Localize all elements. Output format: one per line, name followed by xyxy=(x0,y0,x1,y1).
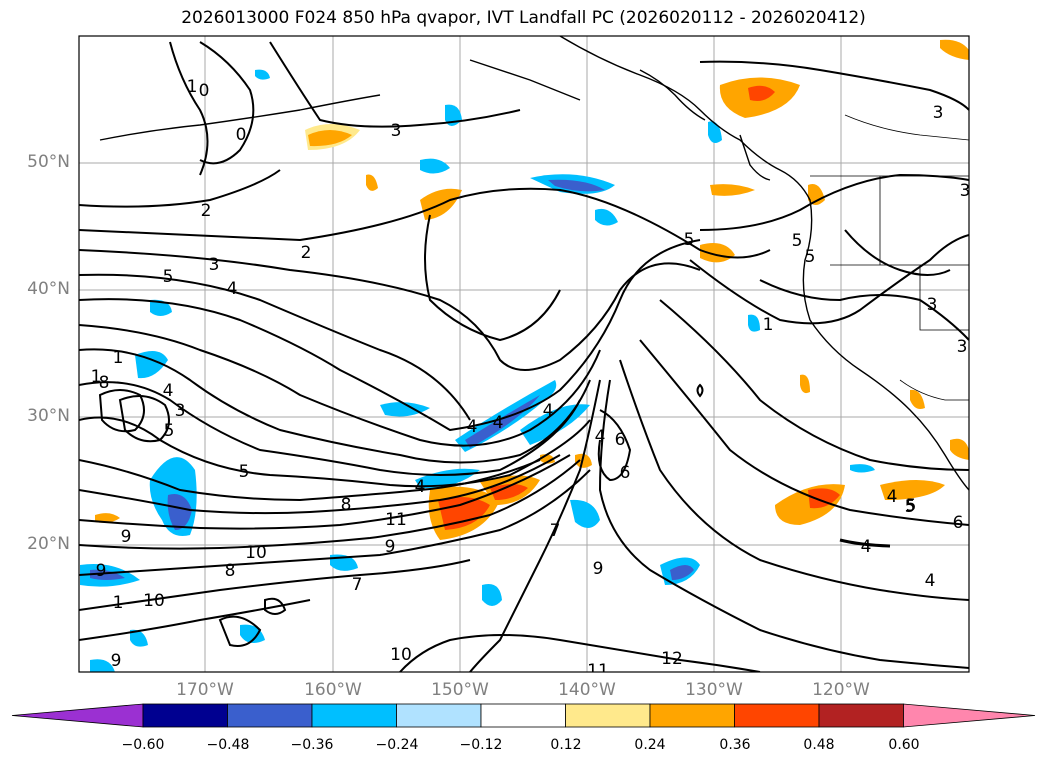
lat-label-50n: 50°N xyxy=(27,152,70,172)
colorbar-tick: −0.36 xyxy=(290,737,334,753)
contour-label: 5 xyxy=(163,267,174,287)
contour-label: 5 xyxy=(684,230,695,250)
contour-label: 4 xyxy=(887,487,898,507)
lat-label-40n: 40°N xyxy=(27,279,70,299)
colorbar-segment xyxy=(818,703,904,728)
contour-label: 5 xyxy=(164,421,175,441)
contour-label: 4 xyxy=(163,381,174,401)
contour-label: 3 xyxy=(960,181,971,201)
contour-label: 4 xyxy=(543,401,554,421)
colorbar-segment xyxy=(649,703,735,728)
lat-label-30n: 30°N xyxy=(27,406,70,426)
contour-label: 3 xyxy=(957,337,968,357)
colorbar-tick: −0.12 xyxy=(459,737,503,753)
contour-label: 5 xyxy=(792,231,803,251)
colorbar-tick: 0.60 xyxy=(888,737,920,753)
contour-label: 0 xyxy=(199,81,210,101)
colorbar-segment xyxy=(565,703,651,728)
colorbar-segment xyxy=(142,703,228,728)
contour-label: 5 xyxy=(906,496,917,516)
contour-label: 9 xyxy=(96,561,107,581)
colorbar-segment xyxy=(311,703,397,728)
contour-label: 2 xyxy=(201,201,212,221)
contour-label: 6 xyxy=(620,463,631,483)
contour-label: 4 xyxy=(467,417,478,437)
contour-label: 4 xyxy=(493,413,504,433)
colorbar-extend-low xyxy=(11,703,144,728)
colorbar-segment xyxy=(227,703,313,728)
political-borders xyxy=(810,114,969,401)
colorbar-segment xyxy=(396,703,482,728)
colorbar-tick: −0.60 xyxy=(121,737,165,753)
contour-label: 3 xyxy=(175,401,186,421)
contour-label: 1 xyxy=(763,315,774,335)
contour-label: 9 xyxy=(111,651,122,671)
negative-anomaly-patches xyxy=(80,69,875,672)
contour-label: 3 xyxy=(933,103,944,123)
colorbar-tick: 0.24 xyxy=(634,737,666,753)
contour-label: 1 xyxy=(113,593,124,613)
contour-label: 10 xyxy=(143,591,165,611)
contour-label: 5 xyxy=(805,247,816,267)
lon-label-130w: 130°W xyxy=(685,680,743,700)
lon-label-170w: 170°W xyxy=(176,680,234,700)
contour-label: 8 xyxy=(225,561,236,581)
colorbar-tick: −0.24 xyxy=(375,737,419,753)
contour-label: 11 xyxy=(587,661,609,681)
colorbar-tick: −0.48 xyxy=(206,737,250,753)
contour-label: 4 xyxy=(925,571,936,591)
contour-label: 8 xyxy=(99,373,110,393)
contour-label: 6 xyxy=(615,430,626,450)
contour-label: 11 xyxy=(385,510,407,530)
colorbar-tick: 0.48 xyxy=(803,737,835,753)
contour-label: 3 xyxy=(927,295,938,315)
contour-label: 6 xyxy=(953,513,964,533)
ivt-contours xyxy=(79,41,969,672)
contour-label: 12 xyxy=(661,649,683,669)
contour-label: 9 xyxy=(385,537,396,557)
colorbar-extend-high xyxy=(903,703,1036,728)
contour-label: 10 xyxy=(390,645,412,665)
contour-label: 4 xyxy=(595,427,606,447)
contour-label: 4 xyxy=(861,537,872,557)
contour-label: 9 xyxy=(593,559,604,579)
colorbar-tick: 0.12 xyxy=(550,737,582,753)
contour-label: 8 xyxy=(341,495,352,515)
contour-label: 2 xyxy=(301,243,312,263)
contour-label: 3 xyxy=(209,255,220,275)
contour-label: 5 xyxy=(239,462,250,482)
lon-label-160w: 160°W xyxy=(304,680,362,700)
contour-label: 10 xyxy=(245,543,267,563)
coastline xyxy=(99,36,969,491)
colorbar-tick: 0.36 xyxy=(719,737,751,753)
colorbar-segment xyxy=(480,703,566,728)
figure-title: 2026013000 F024 850 hPa qvapor, IVT Land… xyxy=(181,8,866,28)
contour-label: 7 xyxy=(550,521,561,541)
contour-label: 1 xyxy=(113,348,124,368)
contour-label: 4 xyxy=(415,477,426,497)
colorbar xyxy=(11,703,1036,728)
contour-label: 7 xyxy=(352,575,363,595)
lat-label-20n: 20°N xyxy=(27,534,70,554)
lon-label-150w: 150°W xyxy=(431,680,489,700)
contour-label: 9 xyxy=(121,527,132,547)
contour-label: 1 xyxy=(187,77,198,97)
contour-label: 1 xyxy=(91,367,102,387)
contour-label: 3 xyxy=(391,121,402,141)
contour-labels: 1 0 0 3 2 2 3 4 5 5 4 4 1 1 8 4 3 5 5 4 … xyxy=(91,77,971,681)
contour-label: 5 xyxy=(905,497,916,517)
map-frame xyxy=(78,35,970,673)
lon-label-120w: 120°W xyxy=(812,680,870,700)
colorbar-segment xyxy=(734,703,820,728)
lon-label-140w: 140°W xyxy=(558,680,616,700)
contour-label: 0 xyxy=(236,125,247,145)
contour-label: 4 xyxy=(227,279,238,299)
